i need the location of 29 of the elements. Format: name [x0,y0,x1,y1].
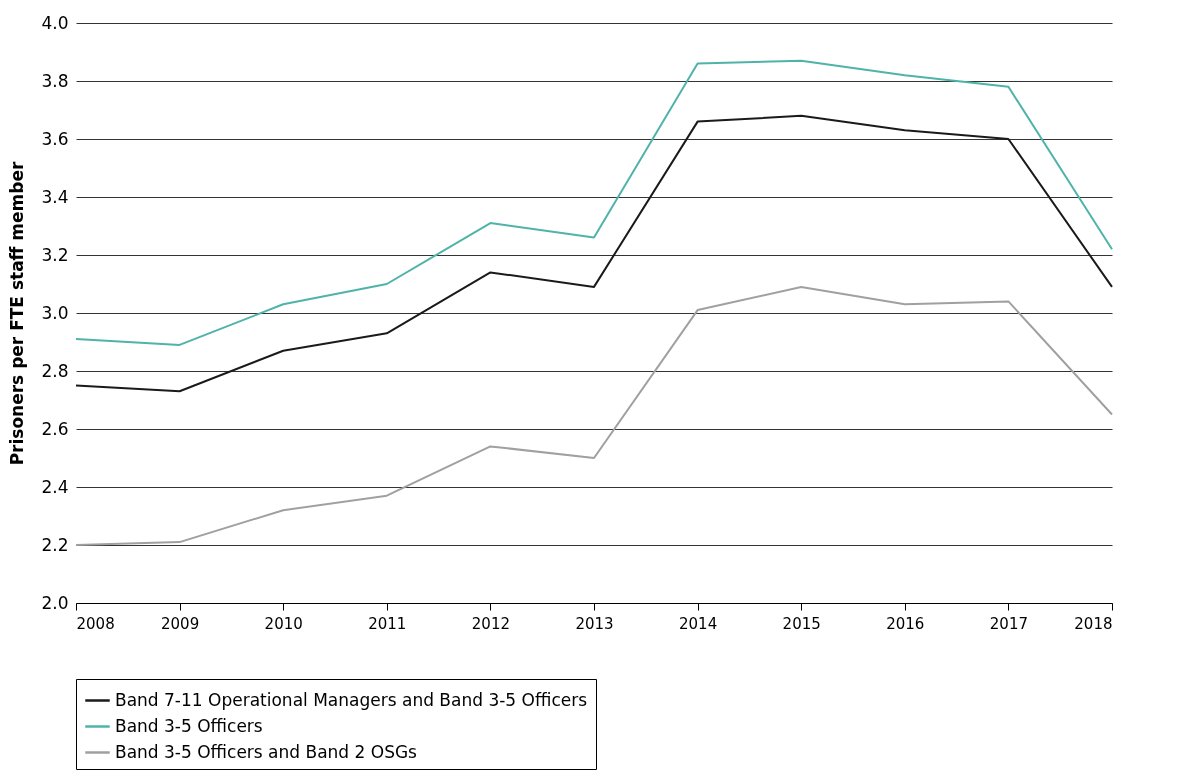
y-tick-label: 4.0 [41,12,69,33]
line-series [75,114,1113,393]
y-tick-label: 3.6 [41,128,69,149]
y-tick-label: 3.2 [41,244,69,265]
legend-label: Band 7-11 Operational Managers and Band 3-5 Officers [115,689,588,710]
line-series [75,285,1113,546]
y-tick-label: 3.8 [41,70,69,91]
y-tick-label: 3.4 [41,186,69,207]
y-axis-title: Prisoners per FTE staff member [7,161,28,466]
y-tick-label: 2.0 [41,592,69,613]
y-tick-label: 2.8 [41,360,69,381]
x-tick-label: 2016 [886,614,925,633]
x-tick-label: 2014 [679,614,718,633]
y-tick-label: 2.6 [41,418,69,439]
x-tick-label: 2008 [76,614,115,633]
x-tick-label: 2010 [264,614,303,633]
y-tick-label: 2.2 [41,534,69,555]
line-series [75,59,1113,346]
x-tick-label: 2017 [989,614,1028,633]
y-tick-label: 3.0 [41,302,69,323]
y-tick-label: 2.4 [41,476,69,497]
x-tick-label: 2018 [1074,614,1113,633]
x-tick-label: 2009 [161,614,200,633]
legend-label: Band 3-5 Officers [115,715,263,736]
x-tick-label: 2012 [471,614,510,633]
legend-label: Band 3-5 Officers and Band 2 OSGs [115,741,418,762]
x-tick-label: 2013 [575,614,614,633]
x-tick-label: 2015 [782,614,821,633]
x-tick-label: 2011 [368,614,407,633]
